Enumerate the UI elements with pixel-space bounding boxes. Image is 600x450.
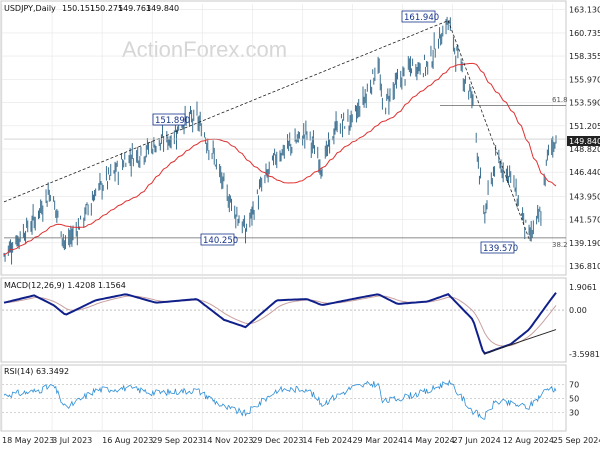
y-tick-label: 143.950 xyxy=(569,192,600,201)
macd-tick-label: 1.9061 xyxy=(569,283,597,292)
y-tick-label: 153.590 xyxy=(569,99,600,108)
y-tick-label: 151.205 xyxy=(569,122,600,131)
macd-tick-label: -3.5981 xyxy=(569,350,600,359)
x-tick-label: 29 Dec 2023 xyxy=(252,436,303,445)
symbol-label: USDJPY,Daily xyxy=(4,4,56,13)
retracement-line xyxy=(447,20,530,240)
last-price-label: 149.840 xyxy=(569,137,600,146)
y-tick-label: 160.735 xyxy=(569,29,600,38)
y-tick-label: 158.355 xyxy=(569,52,600,61)
y-tick-label: 148.820 xyxy=(569,145,600,154)
annotation-151890: 151.890 xyxy=(152,113,190,126)
overlays xyxy=(3,20,566,256)
ohlc-open: 150.151 xyxy=(62,4,95,13)
rsi-title: RSI(14) 63.3492 xyxy=(4,367,69,376)
x-tick-label: 14 Feb 2024 xyxy=(302,436,352,445)
rsi-line xyxy=(3,379,557,420)
annotation-139570: 139.570 xyxy=(480,241,518,254)
rsi-panel xyxy=(0,364,567,432)
y-tick-label: 136.810 xyxy=(569,262,600,271)
y-tick-label: 139.190 xyxy=(569,239,600,248)
rsi-tick-label: 50 xyxy=(569,395,579,404)
watermark: ActionForex.com xyxy=(122,37,287,62)
annotation-label: 140.250 xyxy=(203,236,238,246)
macd-series xyxy=(3,292,557,355)
y-tick-label: 146.440 xyxy=(569,168,600,177)
annotation-label: 161.940 xyxy=(404,13,439,23)
x-tick-label: 14 Nov 2023 xyxy=(202,436,253,445)
x-tick-label: 29 Sep 2023 xyxy=(152,436,203,445)
annotation-label: 139.570 xyxy=(483,244,518,254)
macd-signal-line xyxy=(3,295,557,347)
x-tick-label: 18 May 2023 xyxy=(2,436,54,445)
y-axis-labels: 163.130 160.735 158.355 155.970 153.590 151.2… xyxy=(569,6,600,418)
rsi-tick-label: 70 xyxy=(569,381,579,390)
ohlc-high: 150.275 xyxy=(90,4,123,13)
annotation-161940: 161.940 xyxy=(401,10,439,23)
fib-level-618: 61.8 xyxy=(552,96,568,104)
ohlc-low: 149.763 xyxy=(118,4,151,13)
x-tick-label: 27 Jun 2024 xyxy=(453,436,501,445)
rsi-tick-label: 30 xyxy=(569,409,579,418)
annotation-140250: 140.250 xyxy=(200,233,238,246)
x-tick-label: 12 Aug 2024 xyxy=(503,436,554,445)
x-tick-label: 25 Sep 2024 xyxy=(553,436,600,445)
macd-title: MACD(12,26,9) 1.4208 1.1564 xyxy=(4,281,126,290)
y-tick-label: 141.570 xyxy=(569,216,600,225)
x-tick-label: 14 May 2024 xyxy=(403,436,455,445)
macd-line xyxy=(3,292,557,355)
grid xyxy=(1,4,565,430)
y-tick-label: 163.130 xyxy=(569,6,600,15)
y-tick-label: 155.970 xyxy=(569,75,600,84)
x-tick-label: 3 Jul 2023 xyxy=(52,436,92,445)
macd-tick-label: 0.00 xyxy=(569,306,587,315)
x-tick-label: 16 Aug 2023 xyxy=(102,436,153,445)
macd-trendline xyxy=(483,329,557,355)
last-price-tag: 149.840 xyxy=(567,136,600,146)
rsi-series xyxy=(3,379,557,420)
macd-panel xyxy=(0,277,567,363)
annotation-label: 151.890 xyxy=(155,116,190,126)
ohlc-close: 149.840 xyxy=(146,4,179,13)
x-tick-label: 29 Mar 2024 xyxy=(352,436,403,445)
fib-level-382: 38.2 xyxy=(552,241,568,249)
price-panel xyxy=(0,0,567,276)
